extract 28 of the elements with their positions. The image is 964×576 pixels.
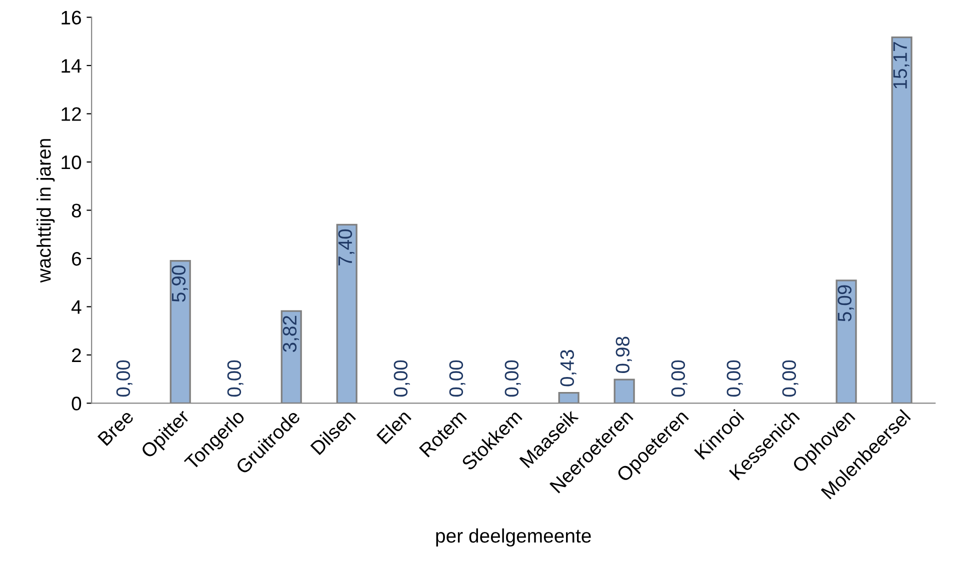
data-label: 3,82 (282, 316, 299, 352)
y-tick-label: 12 (62, 107, 81, 121)
data-label: 7,40 (338, 229, 354, 266)
data-label: 0,00 (504, 360, 521, 397)
data-label: 0,00 (782, 360, 798, 397)
x-tick-label: Elen (376, 408, 412, 445)
data-label: 0,00 (671, 360, 688, 397)
y-tick-label: 10 (62, 155, 82, 170)
data-label: 15,17 (893, 42, 910, 88)
data-label: 0,00 (726, 360, 743, 397)
data-label: 0,00 (449, 360, 466, 397)
y-tick-label: 0 (72, 396, 82, 410)
y-tick-label: 14 (62, 59, 82, 73)
y-tick-label: 6 (72, 252, 82, 266)
data-label: 0,00 (394, 360, 410, 397)
data-label: 0,98 (616, 336, 632, 374)
x-axis-title: per deelgemeente (436, 528, 591, 547)
data-label: 0,00 (116, 360, 132, 397)
data-label: 0,00 (227, 360, 244, 397)
data-label: 5,09 (838, 285, 854, 322)
y-tick-label: 16 (62, 10, 82, 25)
y-axis-title: wachttijd in jaren (36, 139, 55, 283)
y-tick-label: 8 (72, 204, 82, 218)
x-tick-label: Bree (97, 409, 134, 446)
data-label: 0,43 (560, 350, 576, 386)
data-label: 5,90 (172, 266, 188, 302)
y-tick-label: 2 (72, 348, 81, 362)
y-tick-label: 4 (71, 300, 82, 314)
